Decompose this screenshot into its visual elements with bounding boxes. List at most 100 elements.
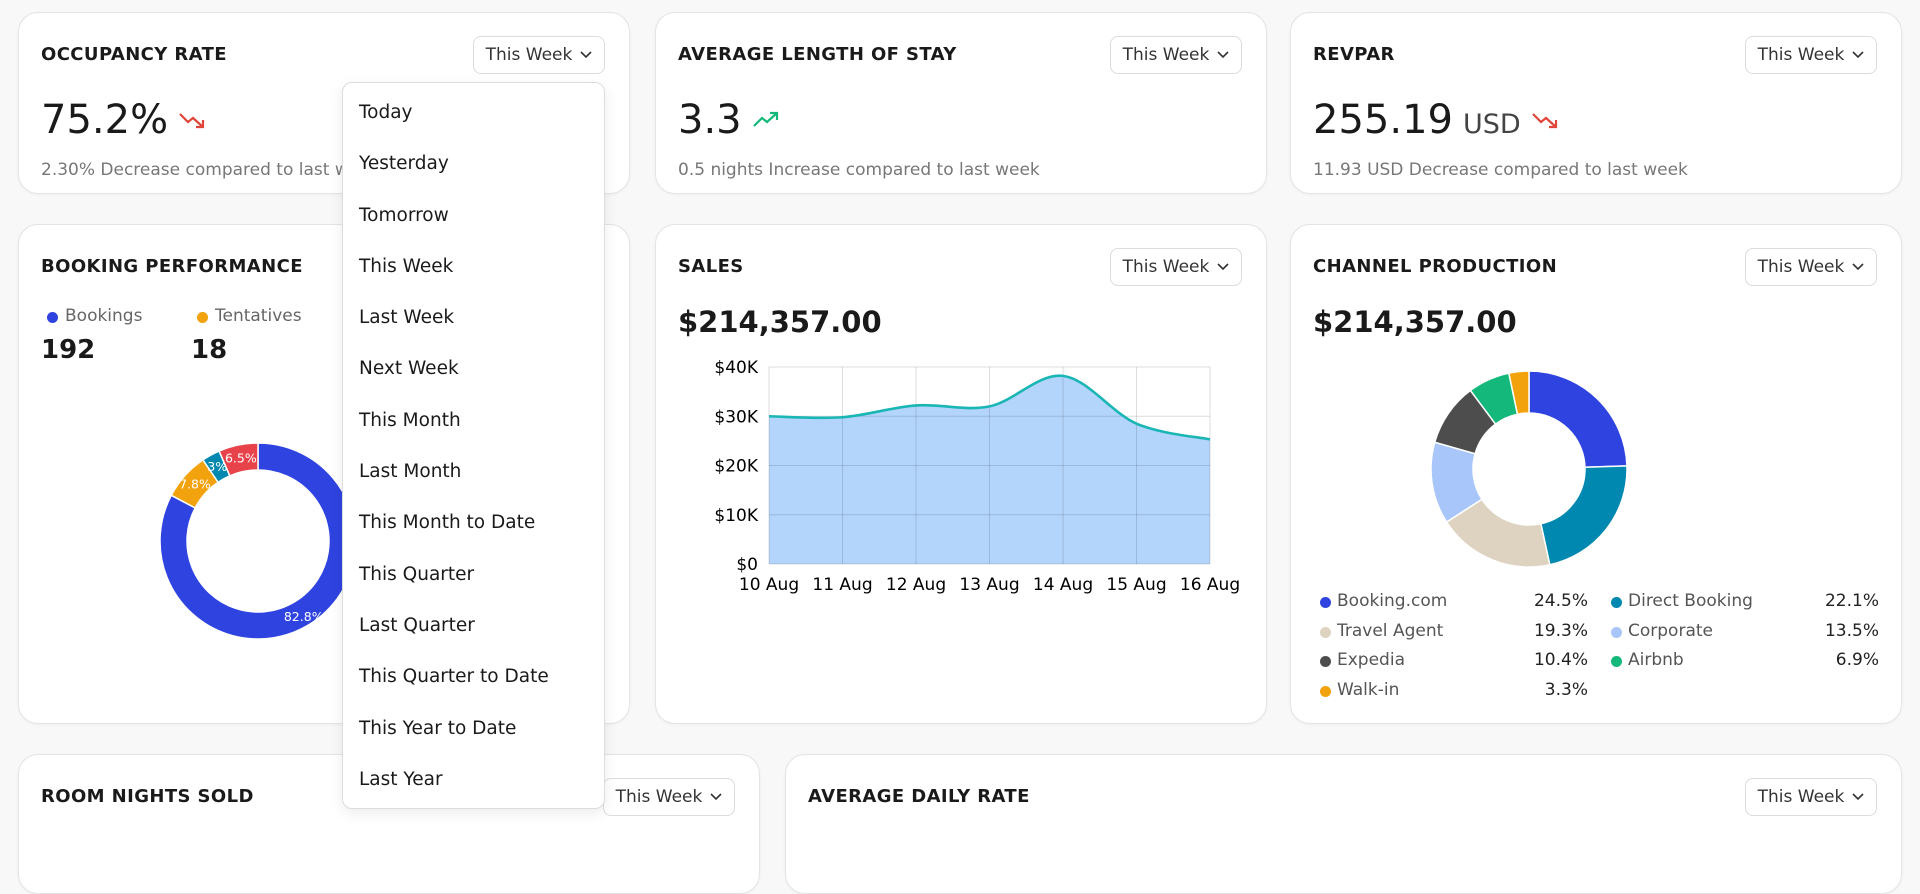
period-filter[interactable]: This Week bbox=[1110, 36, 1242, 74]
dropdown-option[interactable]: Tomorrow bbox=[359, 204, 449, 226]
trend-icon bbox=[179, 113, 205, 129]
y-tick-label: $40K bbox=[714, 358, 758, 378]
y-tick-label: $20K bbox=[714, 457, 758, 477]
chart: $0 $10K $20K $30K $40K 10 Aug 11 Aug 12 Aug 13 A… bbox=[714, 358, 1240, 595]
dropdown-option[interactable]: Today bbox=[359, 102, 413, 123]
x-tick-label: 15 Aug bbox=[1106, 575, 1166, 595]
legend-dot bbox=[1320, 626, 1331, 638]
legend-value: 6.9% bbox=[1835, 650, 1879, 670]
legend-value: 22.1% bbox=[1824, 591, 1879, 611]
legend-label: Walk-in bbox=[1337, 679, 1400, 700]
area bbox=[769, 375, 1210, 564]
period-filter[interactable]: This Week bbox=[1110, 248, 1242, 286]
period-filter[interactable]: This Week bbox=[473, 36, 605, 74]
dropdown-option[interactable]: Next Week bbox=[359, 358, 459, 380]
channel-total: $214,357.00 bbox=[1313, 305, 1517, 339]
sales-card: SALES This Week $214,357.00 $0 $10K $20K $30K $… bbox=[655, 224, 1267, 724]
card-title: BOOKING PERFORMANCE bbox=[41, 256, 303, 277]
dropdown-option[interactable]: This Month bbox=[359, 409, 461, 431]
trend-line bbox=[752, 112, 778, 127]
filter-label: This Week bbox=[1757, 787, 1845, 807]
legend-label: Bookings bbox=[65, 306, 143, 326]
chevron-icon bbox=[580, 51, 592, 59]
y-tick-label: $30K bbox=[714, 407, 758, 427]
kpi-note: 0.5 nights Increase compared to last wee… bbox=[678, 160, 1040, 180]
dropdown-option[interactable]: This Year to Date bbox=[359, 717, 517, 739]
legend-label: Travel Agent bbox=[1337, 620, 1444, 641]
card-title: SALES bbox=[678, 256, 744, 277]
legend-value: 19.3% bbox=[1533, 620, 1588, 641]
legend-dot bbox=[1611, 626, 1622, 638]
y-tick-label: $10K bbox=[714, 506, 758, 526]
filter-label: This Week bbox=[485, 45, 573, 65]
legend-label: Expedia bbox=[1337, 650, 1405, 670]
trend-line bbox=[179, 113, 204, 128]
period-filter[interactable]: This Week bbox=[1745, 248, 1877, 286]
card-title: OCCUPANCY RATE bbox=[41, 44, 227, 65]
slice-label: 3% bbox=[207, 459, 227, 474]
slice-label: 82.8% bbox=[284, 609, 324, 624]
chevron bbox=[710, 793, 722, 801]
chevron-icon bbox=[1852, 263, 1864, 271]
y-tick-label: $0 bbox=[736, 555, 758, 575]
kpi-number: 3.3 bbox=[678, 97, 742, 143]
dashboard: OCCUPANCY RATE This Week 75.2% 2.30% Decrea… bbox=[18, 12, 1902, 894]
dropdown-option[interactable]: Last Week bbox=[359, 307, 455, 329]
channel-production-card: CHANNEL PRODUCTION This Week $214,357.00 Bo… bbox=[1290, 224, 1902, 724]
kpi-number: 255.19 bbox=[1313, 97, 1453, 143]
legend-dot bbox=[1320, 685, 1331, 697]
period-filter[interactable]: This Week bbox=[1745, 36, 1877, 74]
slice-label: 7.8% bbox=[179, 477, 211, 492]
kpi-note: 11.93 USD Decrease compared to last week bbox=[1313, 160, 1688, 180]
x-tick-label: 13 Aug bbox=[959, 575, 1019, 595]
legend-dot bbox=[47, 312, 58, 323]
dropdown-option[interactable]: This Week bbox=[359, 255, 454, 277]
kpi-unit: USD bbox=[1462, 109, 1521, 140]
chevron-icon bbox=[1852, 793, 1864, 801]
dropdown-option[interactable]: This Quarter bbox=[359, 563, 475, 585]
kpi-card: AVERAGE LENGTH OF STAY This Week 3.3 0.5 ni… bbox=[655, 12, 1267, 194]
donut-slice bbox=[1507, 370, 1530, 416]
legend-label: Tentatives bbox=[215, 306, 302, 326]
filter-label: This Week bbox=[1757, 257, 1845, 277]
chevron bbox=[1217, 263, 1229, 271]
kpi-value: 255.19 USD bbox=[1313, 97, 1559, 143]
trend-icon bbox=[752, 111, 778, 127]
legend-value: 13.5% bbox=[1824, 620, 1879, 641]
trend-icon bbox=[1531, 113, 1557, 129]
chevron-icon bbox=[710, 793, 722, 801]
chevron bbox=[580, 51, 592, 59]
x-tick-label: 10 Aug bbox=[739, 575, 799, 595]
card-title: REVPAR bbox=[1313, 44, 1395, 65]
page: Dashboard {"kpis":[ {"title":"OCCUPANCY … bbox=[18, 12, 1902, 894]
x-tick-label: 16 Aug bbox=[1180, 575, 1240, 595]
dropdown-option[interactable]: This Quarter to Date bbox=[359, 666, 549, 688]
filter-label: This Week bbox=[1757, 45, 1845, 65]
dropdown-option[interactable]: Last Year bbox=[359, 768, 443, 790]
trend-head bbox=[196, 120, 205, 129]
average-daily-rate-card: AVERAGE DAILY RATE This Week bbox=[785, 754, 1902, 894]
donut-slice bbox=[1539, 465, 1628, 566]
legend-label: Booking.com bbox=[1337, 591, 1448, 611]
card-title: AVERAGE LENGTH OF STAY bbox=[678, 44, 957, 65]
chevron-icon bbox=[1217, 263, 1229, 271]
legend-label: Corporate bbox=[1628, 620, 1713, 641]
trend-head bbox=[1548, 120, 1557, 129]
card-title: AVERAGE DAILY RATE bbox=[808, 786, 1030, 807]
legend-count: 192 bbox=[41, 335, 96, 365]
dropdown-option[interactable]: Last Month bbox=[359, 461, 462, 483]
legend-value: 3.3% bbox=[1544, 679, 1588, 700]
period-filter[interactable]: This Week bbox=[1745, 778, 1877, 816]
kpi-number: 75.2% bbox=[41, 97, 169, 143]
legend-count: 18 bbox=[191, 335, 228, 365]
period-filter[interactable]: This Week bbox=[603, 778, 735, 816]
slice-label: 6.5% bbox=[225, 450, 257, 465]
kpi-card: REVPAR This Week 255.19 USD 11.93 USD Decrea… bbox=[1290, 12, 1902, 194]
dropdown-option[interactable]: Yesterday bbox=[359, 153, 449, 175]
filter-label: This Week bbox=[615, 787, 703, 807]
dropdown-option[interactable]: Last Quarter bbox=[359, 614, 475, 636]
chevron-icon bbox=[1852, 51, 1864, 59]
x-tick-label: 14 Aug bbox=[1033, 575, 1093, 595]
dropdown-option[interactable]: This Month to Date bbox=[359, 512, 536, 534]
legend-dot bbox=[1611, 656, 1622, 667]
